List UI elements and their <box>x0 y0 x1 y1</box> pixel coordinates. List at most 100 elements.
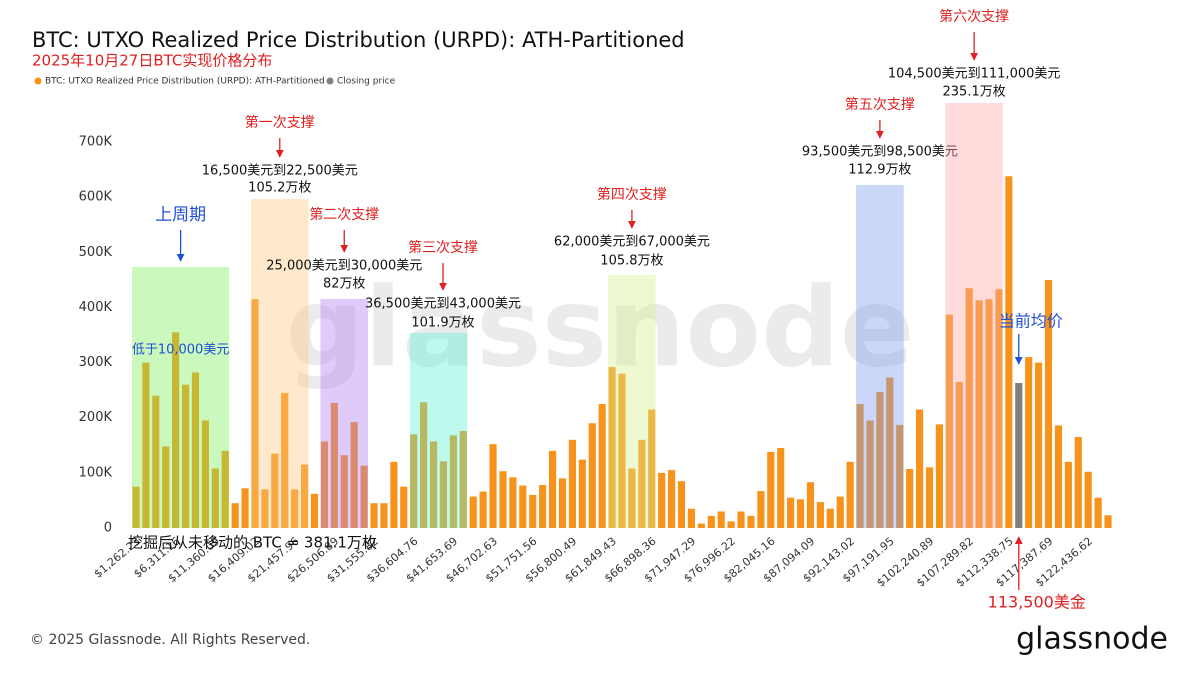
bar <box>390 461 398 528</box>
zone-range: 62,000美元到67,000美元 <box>554 235 710 250</box>
bar <box>777 448 785 528</box>
zone-amount: 112.9万枚 <box>848 163 911 178</box>
bar <box>965 288 973 528</box>
legend-label: BTC: UTXO Realized Price Distribution (U… <box>45 77 325 87</box>
bar <box>301 464 309 528</box>
bar <box>449 435 457 528</box>
bar <box>697 523 705 528</box>
bar <box>281 392 289 528</box>
bar <box>529 494 537 528</box>
zone-amount: 235.1万枚 <box>943 85 1006 100</box>
current-label: 当前均价 <box>999 312 1063 331</box>
bar <box>459 430 467 528</box>
zone-label: 第一次支撑 <box>245 114 315 131</box>
bar <box>668 470 676 528</box>
bar <box>806 482 815 528</box>
zone-range: 16,500美元到22,500美元 <box>202 164 358 179</box>
zone-amount: 101.9万枚 <box>411 316 474 331</box>
bar <box>191 372 200 528</box>
y-tick-label: 400K <box>79 300 113 315</box>
support-zone <box>320 299 369 528</box>
bar <box>737 511 745 528</box>
bar <box>1015 383 1023 528</box>
zone-amount: 105.8万枚 <box>600 254 663 269</box>
bar <box>1104 515 1112 528</box>
bar <box>380 503 388 528</box>
bar <box>727 521 735 528</box>
note: 挖掘后从未移动的 BTC = 381.1万枚 <box>128 534 377 552</box>
watermark: glassnode <box>286 263 915 391</box>
y-tick-label: 300K <box>79 355 113 370</box>
bar <box>916 409 924 528</box>
bar <box>816 502 824 528</box>
bar <box>410 434 418 528</box>
bar <box>310 493 319 528</box>
zone-label: 第二次支撑 <box>309 206 379 223</box>
bar <box>1044 279 1053 528</box>
bar <box>162 446 170 528</box>
bar <box>687 508 696 528</box>
bar <box>1005 176 1013 529</box>
bar <box>767 451 775 528</box>
bar <box>360 465 368 528</box>
bar <box>1025 357 1033 528</box>
bar <box>608 367 616 528</box>
bar <box>856 403 864 528</box>
bar <box>866 420 874 528</box>
bar <box>558 478 567 528</box>
bar <box>172 332 180 528</box>
bar <box>439 461 448 528</box>
legend-swatch <box>34 77 42 85</box>
bar <box>1064 461 1072 528</box>
bar <box>519 485 527 528</box>
bar <box>350 422 358 528</box>
y-tick-label: 200K <box>79 410 113 425</box>
bar <box>1035 362 1043 528</box>
bar <box>370 503 378 528</box>
price-label: 113,500美金 <box>988 593 1086 612</box>
bar <box>648 409 656 528</box>
bar <box>717 511 725 528</box>
logo: glassnode <box>1016 622 1168 657</box>
bar <box>489 444 497 528</box>
bar <box>400 486 408 528</box>
footer: © 2025 Glassnode. All Rights Reserved. <box>30 632 310 648</box>
bar <box>429 441 438 528</box>
bar <box>906 469 914 528</box>
bar <box>1074 437 1082 528</box>
bar <box>598 403 606 528</box>
zone-range: 93,500美元到98,500美元 <box>802 145 958 160</box>
bar <box>658 472 666 528</box>
bar <box>796 499 805 528</box>
zone-label: 第六次支撑 <box>939 8 1009 25</box>
bar <box>499 471 507 528</box>
bar <box>479 491 487 528</box>
y-tick-label: 500K <box>79 245 113 260</box>
bar <box>1094 497 1102 528</box>
bar <box>271 453 279 528</box>
bar <box>578 459 586 528</box>
bar <box>896 424 904 528</box>
bar <box>201 420 209 528</box>
bar <box>677 481 686 528</box>
bar <box>152 395 160 528</box>
support-zone <box>409 333 468 528</box>
bar <box>826 508 834 528</box>
bar <box>568 439 576 528</box>
zone-amount: 105.2万枚 <box>248 181 311 196</box>
bar <box>925 467 934 528</box>
bar <box>340 455 348 528</box>
zone-label: 上周期 <box>155 205 206 225</box>
support-zone <box>132 267 230 528</box>
zone-label: 第四次支撑 <box>597 186 667 203</box>
bar <box>747 515 755 528</box>
y-tick-label: 600K <box>79 190 113 205</box>
bar <box>836 496 844 528</box>
y-tick-label: 100K <box>79 465 113 480</box>
zone-range: 25,000美元到30,000美元 <box>266 259 422 274</box>
bar <box>241 488 249 528</box>
legend-label: Closing price <box>337 77 396 87</box>
bar <box>142 362 150 528</box>
bar <box>945 314 953 528</box>
